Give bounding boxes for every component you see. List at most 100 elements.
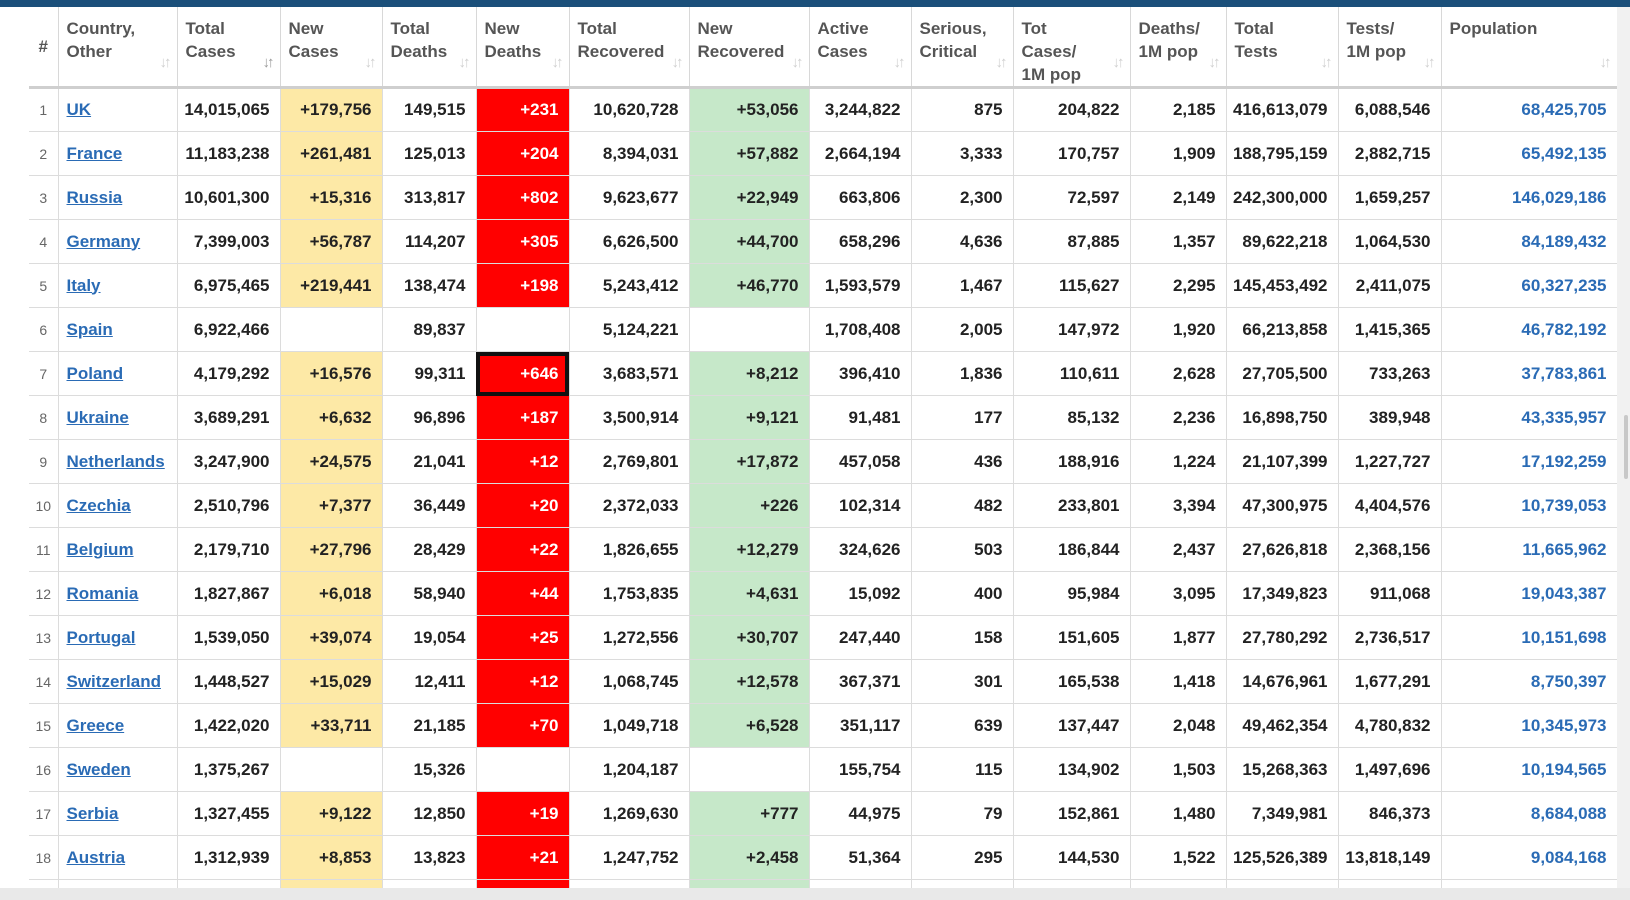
header-total-deaths[interactable]: Total Deaths ↓↑ bbox=[382, 7, 477, 89]
sort-icon[interactable]: ↓↑ bbox=[671, 54, 684, 71]
sort-icon[interactable]: ↓↑ bbox=[1208, 54, 1221, 71]
horizontal-scrollbar[interactable] bbox=[0, 888, 1630, 900]
cell-cases-per-1m: 233,801 bbox=[1013, 483, 1131, 528]
country-link[interactable]: Poland bbox=[66, 363, 124, 383]
country-link[interactable]: Serbia bbox=[66, 803, 119, 823]
cell-active-cases: 658,296 bbox=[809, 219, 912, 264]
table-header: # Country, Other ↓↑ Total Cases ↓↑ New Cases ↓↑ To… bbox=[29, 7, 1617, 89]
cell-serious-critical: 115 bbox=[911, 747, 1014, 792]
sort-desc-icon[interactable]: ↓↑ bbox=[262, 54, 275, 71]
cell-total-cases: 3,247,900 bbox=[177, 439, 281, 484]
country-link[interactable]: Russia bbox=[66, 187, 123, 207]
cell-total-recovered: 3,683,571 bbox=[569, 351, 690, 396]
header-label-line1: Country, bbox=[66, 19, 136, 38]
sort-icon[interactable]: ↓↑ bbox=[1599, 54, 1612, 71]
cell-serious-critical: 301 bbox=[911, 659, 1014, 704]
cell-tests-per-1m: 1,497,696 bbox=[1338, 747, 1442, 792]
header-label-line1: New bbox=[484, 19, 520, 38]
header-deaths-per-1m[interactable]: Deaths/1M pop ↓↑ bbox=[1130, 7, 1227, 89]
header-new-cases[interactable]: New Cases ↓↑ bbox=[280, 7, 383, 89]
sort-icon[interactable]: ↓↑ bbox=[995, 54, 1008, 71]
cell-total-cases: 3,689,291 bbox=[177, 395, 281, 440]
cell-rank: 17 bbox=[29, 791, 59, 836]
header-new-deaths[interactable]: New Deaths ↓↑ bbox=[476, 7, 570, 89]
header-country[interactable]: Country, Other ↓↑ bbox=[58, 7, 178, 89]
cell-total-tests: 188,795,159 bbox=[1226, 131, 1339, 176]
table-row: 11 Belgium 2,179,710 +27,796 28,429 +22 1,826,… bbox=[29, 527, 1617, 572]
country-link[interactable]: Czechia bbox=[66, 495, 131, 515]
cell-population: 10,151,698 bbox=[1441, 615, 1617, 660]
cell-total-recovered: 8,394,031 bbox=[569, 131, 690, 176]
country-link[interactable]: Netherlands bbox=[66, 451, 165, 471]
cell-serious-critical: 2,005 bbox=[911, 307, 1014, 352]
cell-tests-per-1m: 6,088,546 bbox=[1338, 87, 1442, 132]
header-total-tests[interactable]: Total Tests ↓↑ bbox=[1226, 7, 1339, 89]
cell-country: Switzerland bbox=[58, 659, 178, 704]
table-row: 13 Portugal 1,539,050 +39,074 19,054 +25 1,272… bbox=[29, 615, 1617, 660]
header-label-line2: Recovered bbox=[577, 42, 665, 61]
header-active-cases[interactable]: Active Cases ↓↑ bbox=[809, 7, 912, 89]
cell-total-tests: 145,453,492 bbox=[1226, 263, 1339, 308]
cell-country: Romania bbox=[58, 571, 178, 616]
cell-tests-per-1m: 4,404,576 bbox=[1338, 483, 1442, 528]
cell-new-recovered: +4,631 bbox=[689, 571, 810, 616]
country-link[interactable]: Switzerland bbox=[66, 671, 161, 691]
header-population[interactable]: Population ↓↑ bbox=[1441, 7, 1617, 89]
cell-deaths-per-1m: 2,437 bbox=[1130, 527, 1227, 572]
cell-serious-critical: 307 bbox=[911, 879, 1014, 890]
sort-icon[interactable]: ↓↑ bbox=[364, 54, 377, 71]
sort-icon[interactable]: ↓↑ bbox=[159, 54, 172, 71]
cell-total-cases: 6,922,466 bbox=[177, 307, 281, 352]
cell-population: 46,782,192 bbox=[1441, 307, 1617, 352]
cell-country: Ukraine bbox=[58, 395, 178, 440]
country-link[interactable]: Italy bbox=[66, 275, 101, 295]
vertical-scrollbar-thumb[interactable] bbox=[1624, 415, 1628, 479]
cell-population: 17,192,259 bbox=[1441, 439, 1617, 484]
country-link[interactable]: Belgium bbox=[66, 539, 134, 559]
cell-cases-per-1m: 95,984 bbox=[1013, 571, 1131, 616]
table-row: 12 Romania 1,827,867 +6,018 58,940 +44 1,753,8… bbox=[29, 571, 1617, 616]
table-row: 10 Czechia 2,510,796 +7,377 36,449 +20 2,372,0… bbox=[29, 483, 1617, 528]
header-tests-per-1m[interactable]: Tests/1M pop ↓↑ bbox=[1338, 7, 1442, 89]
cell-new-deaths-selected[interactable]: +646 bbox=[476, 351, 570, 396]
country-link[interactable]: Spain bbox=[66, 319, 113, 339]
cell-total-tests: 242,300,000 bbox=[1226, 175, 1339, 220]
country-link[interactable]: Germany bbox=[66, 231, 141, 251]
country-link[interactable]: Sweden bbox=[66, 759, 131, 779]
cell-country: Italy bbox=[58, 263, 178, 308]
sort-icon[interactable]: ↓↑ bbox=[1320, 54, 1333, 71]
country-link[interactable]: Austria bbox=[66, 847, 126, 867]
header-cases-per-1m[interactable]: Tot Cases/1M pop ↓↑ bbox=[1013, 7, 1131, 89]
country-link[interactable]: UK bbox=[66, 100, 92, 119]
vertical-scrollbar[interactable] bbox=[1617, 7, 1630, 890]
header-new-recovered[interactable]: New Recovered ↓↑ bbox=[689, 7, 810, 89]
sort-icon[interactable]: ↓↑ bbox=[1112, 54, 1125, 71]
country-link[interactable]: Portugal bbox=[66, 627, 136, 647]
country-link[interactable]: Ukraine bbox=[66, 407, 129, 427]
cell-deaths-per-1m: 2,048 bbox=[1130, 703, 1227, 748]
cell-new-recovered bbox=[689, 747, 810, 792]
header-rank[interactable]: # bbox=[29, 7, 59, 89]
sort-icon[interactable]: ↓↑ bbox=[1423, 54, 1436, 71]
cell-active-cases: 663,806 bbox=[809, 175, 912, 220]
cell-cases-per-1m: 144,530 bbox=[1013, 835, 1131, 880]
country-link[interactable]: France bbox=[66, 143, 123, 163]
sort-icon[interactable]: ↓↑ bbox=[551, 54, 564, 71]
sort-icon[interactable]: ↓↑ bbox=[791, 54, 804, 71]
cell-new-cases: +179,756 bbox=[280, 87, 383, 132]
header-serious-critical[interactable]: Serious, Critical ↓↑ bbox=[911, 7, 1014, 89]
cell-new-deaths: +44 bbox=[476, 571, 570, 616]
cell-new-cases: +261,481 bbox=[280, 131, 383, 176]
cell-rank: 3 bbox=[29, 175, 59, 220]
sort-icon[interactable]: ↓↑ bbox=[893, 54, 906, 71]
header-total-cases[interactable]: Total Cases ↓↑ bbox=[177, 7, 281, 89]
cell-total-deaths: 125,013 bbox=[382, 131, 477, 176]
sort-icon[interactable]: ↓↑ bbox=[458, 54, 471, 71]
country-link[interactable]: Romania bbox=[66, 583, 139, 603]
country-link[interactable]: Greece bbox=[66, 715, 125, 735]
header-label-line2: Cases bbox=[817, 42, 868, 61]
header-total-recovered[interactable]: Total Recovered ↓↑ bbox=[569, 7, 690, 89]
cell-tests-per-1m: 2,411,075 bbox=[1338, 263, 1442, 308]
cell-total-cases: 11,183,238 bbox=[177, 131, 281, 176]
cell-rank: 12 bbox=[29, 571, 59, 616]
